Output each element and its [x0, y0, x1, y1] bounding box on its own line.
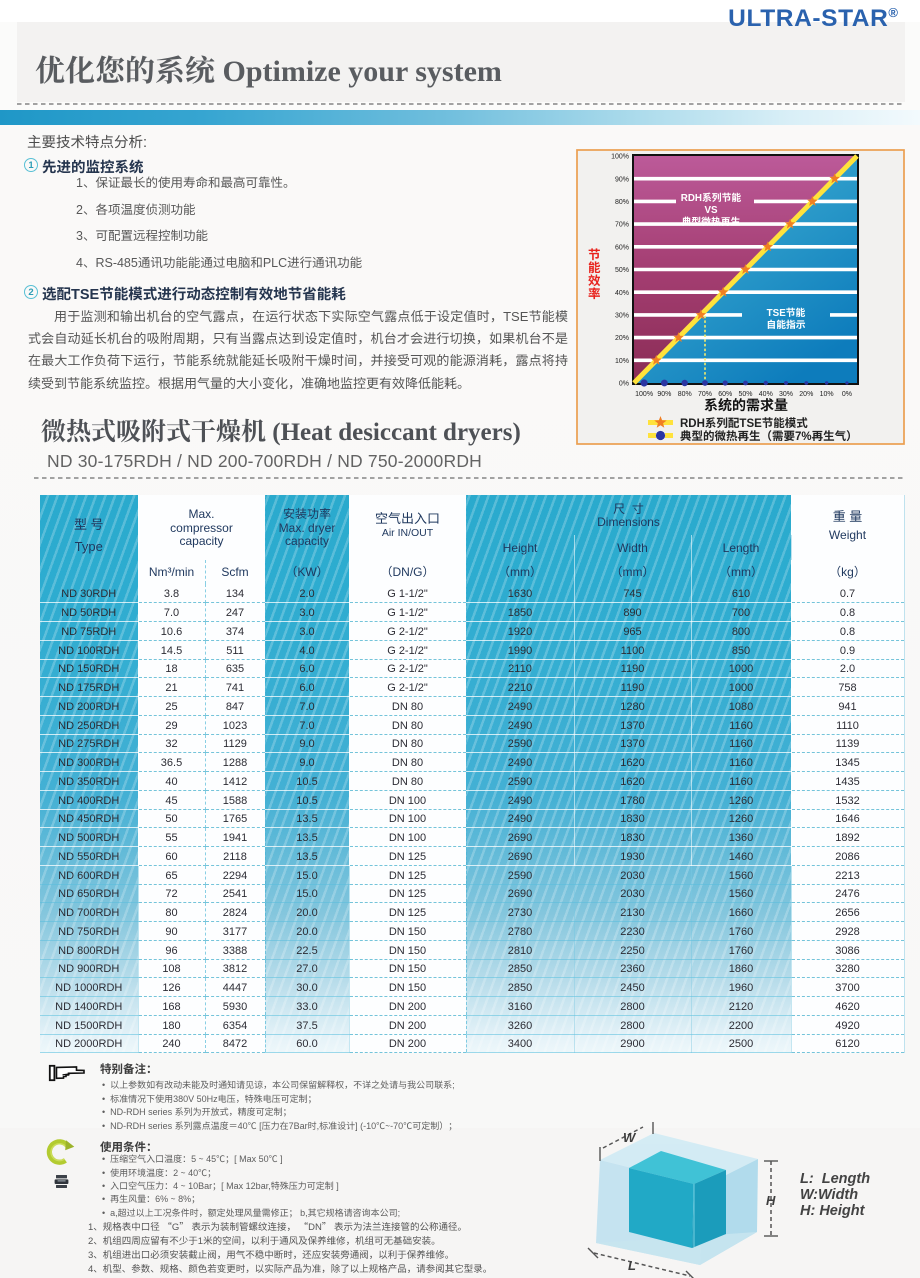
svg-text:30%: 30%: [779, 389, 793, 399]
svg-text:0%: 0%: [619, 379, 629, 389]
svg-text:典型的微热再生（需要7%再生气）: 典型的微热再生（需要7%再生气）: [680, 428, 858, 444]
svg-text:效: 效: [588, 270, 601, 289]
svg-text:100%: 100%: [611, 152, 629, 162]
svg-text:10%: 10%: [820, 389, 834, 399]
svg-text:40%: 40%: [615, 288, 629, 298]
svg-text:自能指示: 自能指示: [766, 317, 805, 331]
svg-text:H: H: [766, 1193, 776, 1208]
svg-text:RDH系列节能: RDH系列节能: [681, 190, 742, 204]
svg-text:能: 能: [588, 257, 601, 276]
svg-text:节: 节: [588, 244, 601, 263]
svg-text:70%: 70%: [698, 389, 712, 399]
svg-text:80%: 80%: [678, 389, 692, 399]
svg-text:90%: 90%: [657, 389, 671, 399]
svg-text:100%: 100%: [635, 389, 653, 399]
svg-text:60%: 60%: [615, 242, 629, 252]
svg-text:90%: 90%: [615, 174, 629, 184]
svg-text:典型微热再生: 典型微热再生: [682, 214, 741, 228]
svg-text:20%: 20%: [799, 389, 813, 399]
svg-text:70%: 70%: [615, 220, 629, 230]
svg-text:80%: 80%: [615, 197, 629, 207]
svg-text:20%: 20%: [615, 333, 629, 343]
svg-text:RDH系列配TSE节能模式: RDH系列配TSE节能模式: [680, 415, 808, 431]
svg-text:0%: 0%: [842, 389, 852, 399]
svg-text:50%: 50%: [738, 389, 752, 399]
svg-text:系统的需求量: 系统的需求量: [704, 395, 788, 415]
svg-text:10%: 10%: [615, 356, 629, 366]
svg-text:L: L: [628, 1258, 636, 1273]
svg-text:50%: 50%: [615, 265, 629, 275]
svg-text:30%: 30%: [615, 311, 629, 321]
svg-text:60%: 60%: [718, 389, 732, 399]
svg-text:VS: VS: [704, 202, 718, 216]
svg-text:W: W: [623, 1130, 637, 1145]
svg-text:40%: 40%: [759, 389, 773, 399]
svg-text:TSE节能: TSE节能: [767, 305, 806, 319]
svg-text:率: 率: [588, 283, 601, 302]
